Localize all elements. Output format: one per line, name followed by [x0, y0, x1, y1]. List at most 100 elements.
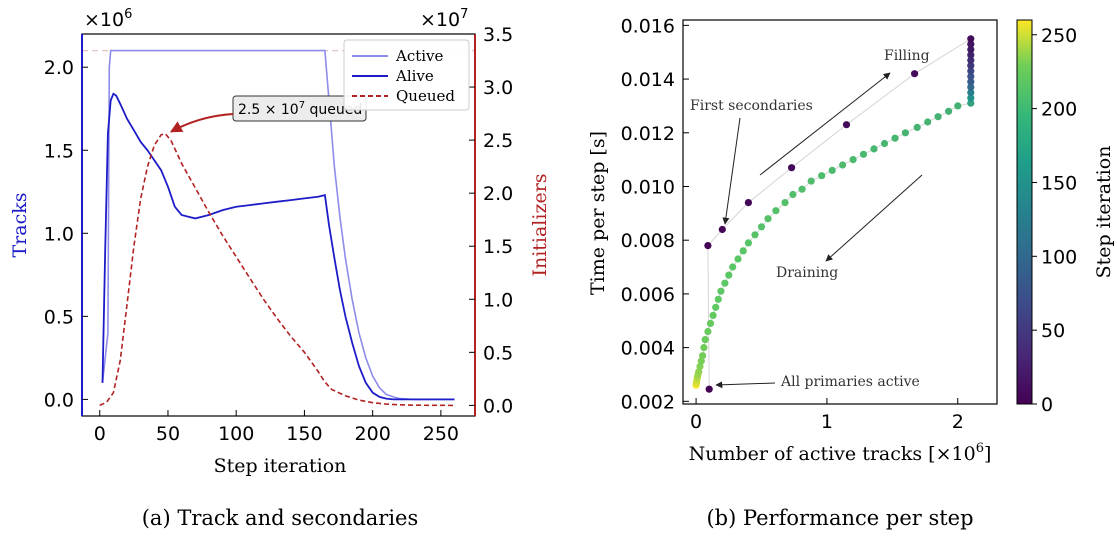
- step-path: [695, 37, 972, 390]
- right-y-tick-label: 3.0: [483, 77, 513, 99]
- panel-a-right-multiplier: ×107: [420, 7, 468, 31]
- scatter-point: [788, 164, 796, 172]
- series-queued: [99, 132, 455, 407]
- right-y-tick-label: 2.0: [483, 183, 513, 205]
- filling-label: Filling: [884, 48, 930, 64]
- colorbar-tick-label: 150: [1041, 172, 1077, 194]
- scatter-point: [734, 255, 742, 263]
- panel-b-x-axis-label: Number of active tracks [×106]: [689, 441, 992, 465]
- scatter-point: [757, 223, 766, 231]
- scatter-point: [701, 336, 709, 344]
- colorbar-ticks: 0 50 100 150 200 250: [1032, 25, 1077, 416]
- scatter-point: [744, 199, 753, 207]
- y-tick-label: 0.004: [621, 338, 675, 360]
- y-tick-label: 0.002: [621, 391, 675, 413]
- scatter-point: [818, 172, 826, 180]
- x-tick-label: 150: [286, 423, 322, 445]
- scatter-point: [751, 231, 759, 239]
- scatter-point: [911, 70, 919, 78]
- queued-annotation: 2.5 × 107 queued: [169, 95, 367, 133]
- scatter-point: [842, 121, 851, 129]
- panel-b-x-ticks: 0 1 2: [690, 398, 964, 433]
- right-y-tick-label: 3.5: [483, 24, 513, 46]
- y-tick-label: 0.010: [621, 176, 675, 198]
- scatter-point: [798, 185, 806, 193]
- scatter-point: [967, 78, 975, 86]
- colorbar-tick-label: 50: [1041, 320, 1065, 342]
- panel-a-track-and-secondaries: 0 50 100 150 200 250 0.0 0.5 1.0 1.5 2.0 0.0 0.5 1.…: [9, 7, 551, 530]
- panel-a-right-axis-label: Initializers: [529, 173, 551, 276]
- all-primaries-arrow: [715, 381, 776, 389]
- colorbar-tick-label: 100: [1041, 246, 1077, 268]
- scatter-point: [924, 118, 932, 126]
- left-y-tick-label: 0.0: [44, 389, 74, 411]
- scatter-point: [967, 40, 975, 48]
- right-y-tick-label: 0.5: [483, 342, 513, 364]
- y-tick-label: 0.014: [621, 69, 675, 91]
- y-tick-label: 0.016: [621, 15, 675, 37]
- scatter-point: [739, 247, 747, 255]
- colorbar-tick-label: 0: [1041, 394, 1053, 416]
- panel-a-x-axis-label: Step iteration: [214, 455, 347, 477]
- filling-arrow: [759, 72, 891, 176]
- scatter-point: [704, 242, 712, 250]
- panel-b-caption: (b) Performance per step: [706, 506, 973, 530]
- scatter-point: [967, 72, 975, 80]
- x-tick-label: 200: [355, 423, 391, 445]
- panel-a-right-y-ticks: 0.0 0.5 1.0 1.5 2.0 2.5 3.0 3.5: [469, 24, 513, 417]
- scatter-point: [967, 99, 975, 107]
- scatter-point: [891, 134, 899, 142]
- right-y-tick-label: 2.5: [483, 130, 513, 152]
- scatter-point: [870, 145, 878, 153]
- all-primaries-label: All primaries active: [780, 374, 920, 390]
- x-tick-label: 250: [423, 423, 459, 445]
- scatter-point: [772, 207, 780, 215]
- scatter-point: [781, 199, 789, 207]
- legend-label-queued: Queued: [396, 87, 455, 105]
- x-tick-label: 0: [690, 411, 702, 433]
- scatter-point: [717, 287, 725, 295]
- scatter-point: [967, 51, 975, 59]
- scatter-point: [967, 67, 975, 75]
- scatter-point: [934, 113, 942, 121]
- legend-label-active: Active: [395, 47, 444, 65]
- x-tick-label: 2: [952, 411, 964, 433]
- panel-b-y-ticks: 0.002 0.004 0.006 0.008 0.010 0.012 0.014 0.016: [621, 15, 689, 413]
- left-y-tick-label: 0.5: [44, 306, 74, 328]
- scatter-point: [967, 56, 975, 64]
- x-tick-label: 50: [156, 423, 180, 445]
- scatter-point: [718, 225, 726, 234]
- x-tick-label: 1: [821, 411, 833, 433]
- scatter-point: [967, 62, 975, 70]
- scatter-point: [913, 123, 921, 131]
- scatter-point: [764, 215, 772, 223]
- scatter-point: [901, 129, 910, 137]
- y-tick-label: 0.006: [621, 284, 675, 306]
- scatter-point: [706, 319, 715, 327]
- scatter-point: [967, 94, 975, 102]
- scatter-point: [729, 263, 737, 271]
- scatter-point: [714, 295, 722, 303]
- panel-b-points: [692, 35, 975, 393]
- panel-a-series: [99, 49, 455, 407]
- scatter-point: [954, 102, 962, 110]
- colorbar-tick-label: 250: [1041, 25, 1077, 47]
- scatter-point: [807, 177, 815, 185]
- y-tick-label: 0.012: [621, 123, 675, 145]
- scatter-point: [828, 166, 836, 174]
- colorbar: [1016, 19, 1033, 405]
- scatter-point: [967, 45, 975, 54]
- y-tick-label: 0.008: [621, 230, 675, 252]
- scatter-point: [859, 150, 868, 158]
- panel-b-annotations: Filling First secondaries Draining All p…: [690, 48, 930, 390]
- left-y-tick-label: 1.5: [44, 140, 74, 162]
- scatter-point: [945, 107, 953, 115]
- panel-b-guide-lines: [695, 37, 972, 390]
- scatter-point: [696, 362, 704, 370]
- scatter-point: [744, 239, 753, 247]
- right-y-tick-label: 1.5: [483, 236, 513, 258]
- scatter-point: [967, 88, 975, 97]
- scatter-point: [789, 190, 797, 199]
